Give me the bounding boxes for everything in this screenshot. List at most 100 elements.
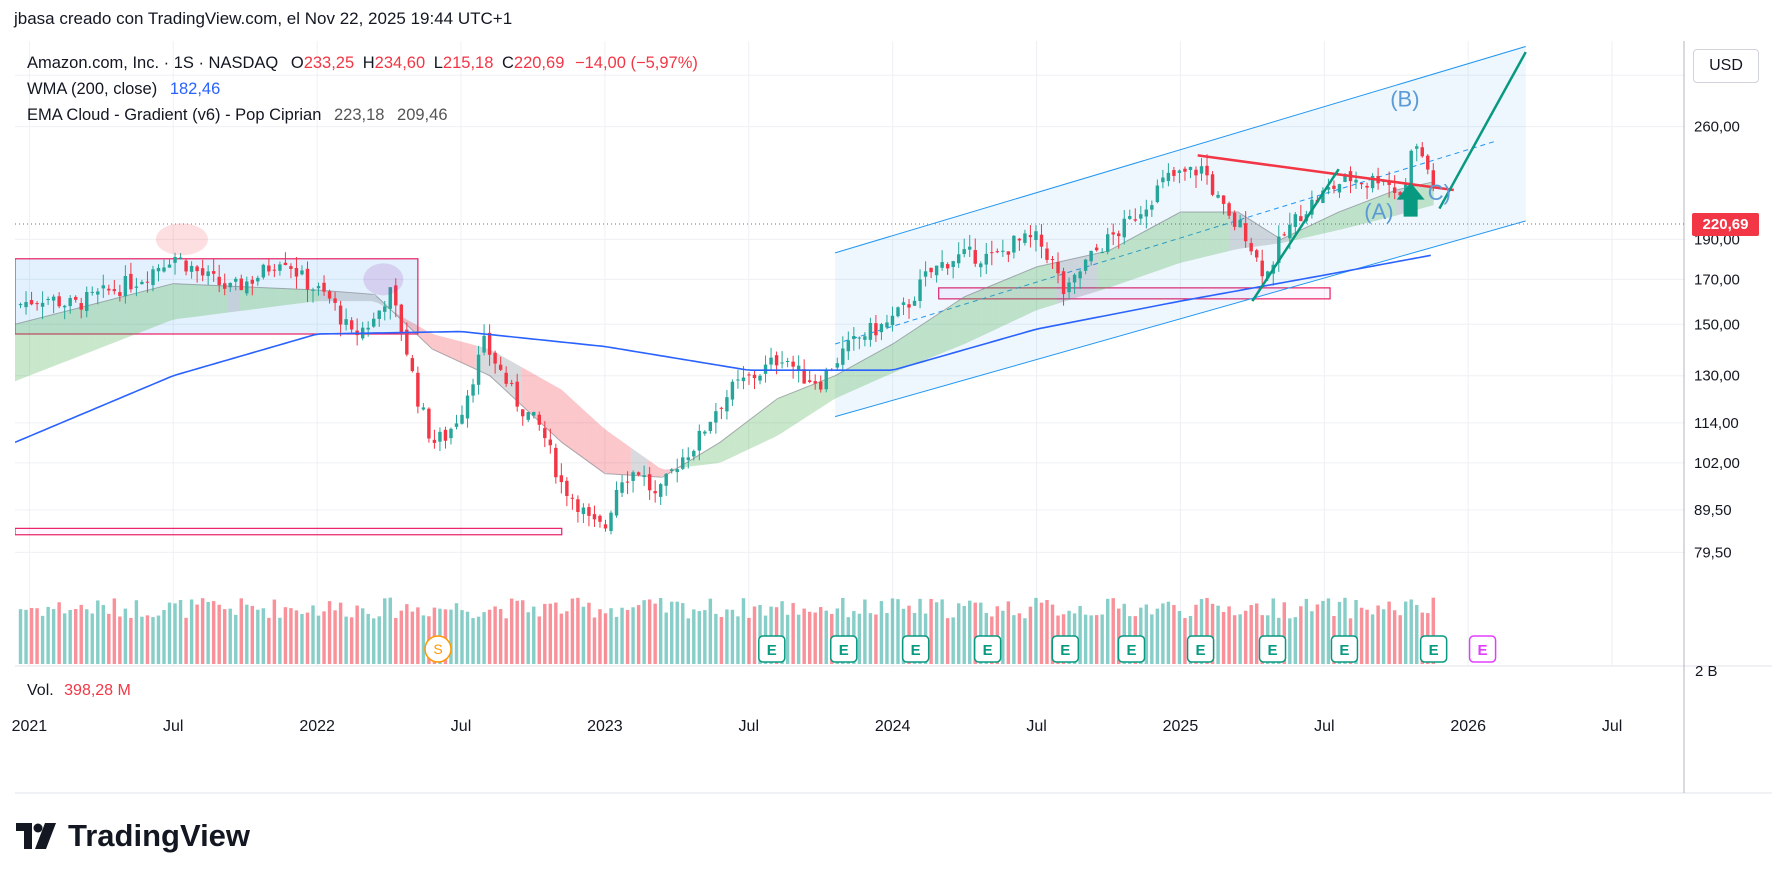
ema-cloud-segment (527, 370, 533, 416)
volume-bar (543, 603, 547, 664)
candle-body (1105, 234, 1110, 252)
time-tick-label: 2026 (1450, 718, 1486, 735)
ema-cloud-segment (15, 322, 21, 382)
volume-bar (929, 599, 933, 664)
candle-body (1343, 174, 1347, 182)
volume-bar (1205, 597, 1209, 664)
earnings-marker (1051, 635, 1080, 663)
candle-body (1354, 179, 1358, 183)
volume-bar (1337, 601, 1342, 664)
ema-cloud-segment (532, 373, 539, 422)
candle-body (741, 377, 746, 382)
high-value: 234,60 (374, 54, 426, 72)
candle-body (1133, 219, 1137, 221)
candle-body (145, 281, 150, 283)
volume-bar (1161, 603, 1165, 664)
ema-cloud-segment (912, 326, 919, 365)
candle-body (1337, 184, 1342, 193)
candle-body (1387, 181, 1391, 185)
ema-legend[interactable]: EMA Cloud - Gradient (v6) - Pop Ciprian … (27, 106, 448, 125)
ema-cloud-segment (550, 383, 556, 437)
candle-body (1078, 271, 1082, 279)
volume-bar (24, 609, 28, 664)
candle-body (1144, 209, 1149, 217)
volume-bar (487, 609, 492, 664)
volume-legend[interactable]: Vol. 398,28 M (27, 682, 131, 700)
ema-cloud-segment (843, 367, 850, 395)
price-axis: 300,00260,00190,00170,00150,00130,00114,… (1694, 67, 1740, 561)
time-tick-label: 2022 (299, 718, 335, 735)
candle-body (432, 439, 437, 443)
ema-cloud-segment (1350, 205, 1356, 228)
candle-body (156, 267, 161, 272)
ema-cloud-segment (1137, 232, 1144, 278)
candle-body (1293, 214, 1298, 227)
candle-body (1155, 185, 1160, 203)
candle-body (714, 411, 718, 423)
candle-body (984, 253, 988, 265)
candle-body (532, 411, 536, 416)
candle-body (1310, 199, 1314, 215)
ema-cloud-segment (837, 370, 844, 398)
candle-body (443, 429, 448, 441)
volume-bar (1315, 604, 1320, 664)
currency-button[interactable]: USD (1693, 49, 1759, 83)
last-price-tag: 220,69 (1692, 213, 1759, 236)
tradingview-logo[interactable]: TradingView (16, 818, 250, 854)
volume-bar (609, 608, 613, 664)
ema-cloud-segment (809, 383, 815, 416)
ema-cloud-segment (521, 366, 528, 411)
volume-bar (1177, 611, 1182, 664)
volume-bar (901, 608, 906, 664)
event-markers: E E E E E E E E E ES E (424, 635, 1497, 663)
volume-bar (879, 601, 884, 664)
volume-bar (979, 602, 983, 664)
volume-bar (46, 606, 50, 664)
volume-bar (1105, 598, 1110, 664)
candle-body (1359, 182, 1364, 185)
up-arrow-icon (1396, 182, 1425, 217)
ema-cloud-segment (1384, 192, 1391, 219)
symbol-legend[interactable]: Amazon.com, Inc. · 1S · NASDAQ O233,25 H… (27, 54, 698, 73)
candle-body (598, 515, 602, 522)
volume-bar (1370, 614, 1375, 664)
candle-body (289, 266, 293, 269)
volume-bar (300, 614, 304, 664)
candle-body (521, 409, 525, 417)
candle-body (692, 450, 696, 457)
ema-cloud-segment (124, 294, 131, 339)
ema-cloud-segment (573, 400, 580, 455)
volume-bar (559, 613, 564, 664)
ema-cloud-segment (596, 421, 603, 472)
price-tick-label: 102,00 (1694, 455, 1740, 472)
candle-body (294, 268, 299, 277)
candle-body (35, 303, 39, 305)
volume-bar (1243, 610, 1248, 664)
candle-body (1392, 187, 1397, 193)
time-tick-label: Jul (163, 718, 183, 735)
earnings-marker-label: E (1060, 642, 1070, 659)
volume-bar (482, 612, 486, 664)
wma-legend[interactable]: WMA (200, close) 182,46 (27, 80, 220, 99)
ema-cloud-segment (1212, 212, 1218, 256)
ema-cloud-segment (49, 313, 56, 368)
ema-cloud-segment (1200, 212, 1207, 258)
earnings-marker-label: E (1339, 642, 1349, 659)
volume-bar (333, 610, 337, 664)
ema-cloud-segment (1298, 228, 1305, 240)
price-chart[interactable]: (B)(A)C) 300,00260,00190,00170,00150,001… (0, 0, 1772, 800)
earnings-marker (1186, 635, 1215, 663)
ema-cloud-segment (999, 279, 1005, 328)
ema-cloud-segment (722, 435, 729, 462)
ema-cloud-segment (1263, 228, 1270, 246)
ema-cloud-segment (1373, 196, 1379, 222)
candle-body (956, 254, 961, 264)
ema-cloud-segment (1171, 213, 1178, 266)
ema-cloud-segment (659, 467, 666, 478)
volume-value: 398,28 M (64, 682, 131, 699)
volume-bar (1034, 597, 1038, 664)
volume-bar (327, 601, 332, 664)
volume-bar (96, 600, 100, 664)
low-value: 215,18 (442, 54, 494, 72)
volume-bar (421, 615, 426, 664)
